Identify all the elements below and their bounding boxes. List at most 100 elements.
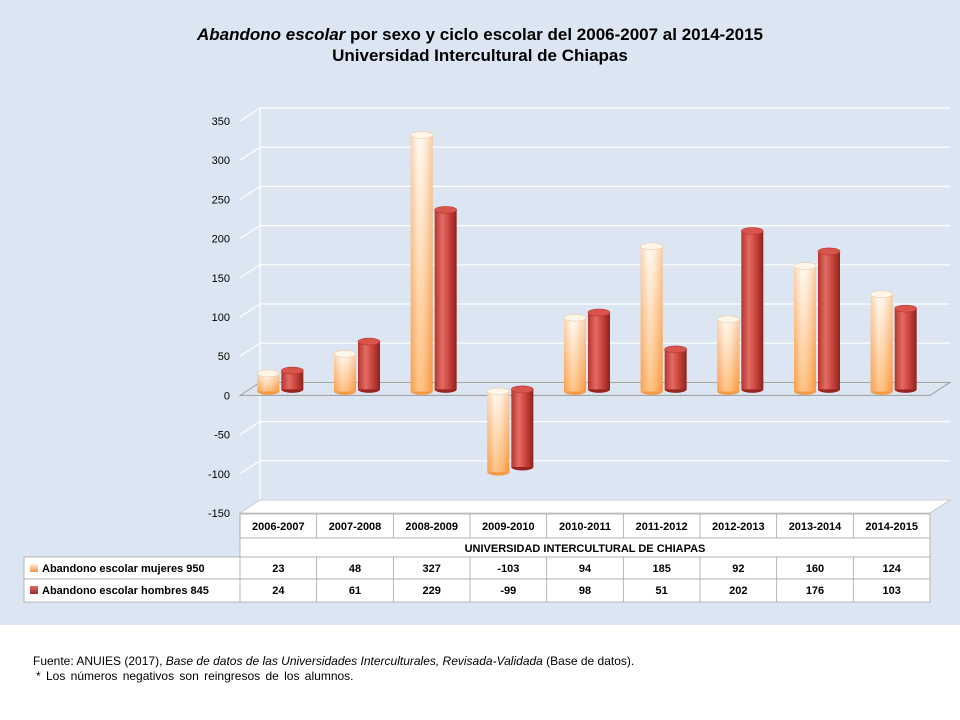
bar-body xyxy=(894,308,917,390)
data-value: 160 xyxy=(806,563,824,575)
bar-hombres-2007-2008 xyxy=(357,337,381,393)
data-value: 202 xyxy=(729,585,747,597)
bar-cap xyxy=(563,313,587,322)
data-value: 124 xyxy=(882,563,901,575)
data-value: 51 xyxy=(656,585,668,597)
bar-hombres-2006-2007 xyxy=(281,366,304,393)
bar-mujeres-2009-2010 xyxy=(487,387,510,476)
title-subtitle: Universidad Intercultural de Chiapas xyxy=(332,46,628,65)
data-value: -103 xyxy=(497,563,519,575)
data-value: 185 xyxy=(652,563,670,575)
bar-body xyxy=(588,312,610,390)
x-tick-label: 2008-2009 xyxy=(405,521,458,533)
bar-body xyxy=(741,231,764,390)
y-tick-label: -150 xyxy=(208,508,230,520)
y-tick-label: 50 xyxy=(218,351,230,363)
bar-cap xyxy=(793,262,817,270)
y-axis-ticks: 350 300 250 200 150 100 50 0 -50 -100 -150 xyxy=(208,116,230,520)
bar-mujeres-2014-2015 xyxy=(870,290,893,395)
bar-shade xyxy=(257,373,280,392)
y-tick-label: -100 xyxy=(208,469,230,481)
bar-cap xyxy=(717,315,740,324)
legend-label: Abandono escolar hombres 845 xyxy=(42,585,209,597)
bar-hombres-2011-2012 xyxy=(664,345,687,393)
bar-cap xyxy=(487,387,510,396)
bar-cap xyxy=(511,385,534,394)
gridline-depth xyxy=(239,342,261,357)
bar-cap xyxy=(281,366,304,375)
x-axis-label: UNIVERSIDAD INTERCULTURAL DE CHIAPAS xyxy=(465,543,706,555)
bar-body xyxy=(281,370,304,390)
y-tick-label: 200 xyxy=(212,234,230,246)
source-suffix: (Base de datos). xyxy=(542,654,635,668)
data-value: 61 xyxy=(349,585,361,597)
y-tick-label: 350 xyxy=(212,116,230,128)
gridline-depth xyxy=(239,225,261,240)
bar-shade xyxy=(794,265,816,392)
bar-cap xyxy=(870,290,893,298)
chart-floor xyxy=(238,499,952,514)
data-value: 23 xyxy=(272,563,284,575)
data-value: 94 xyxy=(579,563,592,575)
bar-body xyxy=(358,341,380,390)
x-tick-label: 2009-2010 xyxy=(482,521,535,533)
bar-cap xyxy=(640,242,663,251)
y-tick-label: 300 xyxy=(212,155,230,167)
source-italic: Base de datos de las Universidades Inter… xyxy=(165,654,543,668)
data-value: 98 xyxy=(579,585,591,597)
bar-cap xyxy=(357,337,381,346)
bar-hombres-2010-2011 xyxy=(587,308,611,393)
bar-mujeres-2007-2008 xyxy=(333,349,357,395)
data-value: 92 xyxy=(732,563,744,575)
bar-cap xyxy=(817,247,841,256)
footnote: * Los números negativos son reingresos d… xyxy=(36,669,354,683)
y-tick-label: 100 xyxy=(212,312,230,324)
source-note: Fuente: ANUIES (2017), Base de datos de … xyxy=(33,653,634,669)
bar-mujeres-2011-2012 xyxy=(640,242,663,395)
chart-title: Abandono escolar por sexo y ciclo escola… xyxy=(0,24,960,66)
bar-chart: 350 300 250 200 150 100 50 0 -50 -100 -150 2006-20… xyxy=(23,107,952,603)
gridline-depth xyxy=(239,264,261,279)
bar-hombres-2009-2010 xyxy=(511,385,534,471)
bar-mujeres-2008-2009 xyxy=(410,131,433,395)
bar-mujeres-2010-2011 xyxy=(563,313,587,395)
y-tick-label: -50 xyxy=(214,430,230,442)
bar-cap xyxy=(664,345,687,354)
bar-mujeres-2006-2007 xyxy=(257,369,280,395)
bar-shade xyxy=(487,391,510,473)
title-rest: por sexo y ciclo escolar del 2006-2007 a… xyxy=(345,25,764,44)
bar-shade xyxy=(410,135,433,392)
bar-shade xyxy=(564,317,586,392)
x-tick-label: 2014-2015 xyxy=(865,521,918,533)
bar-body xyxy=(664,349,687,390)
bar-shade xyxy=(870,294,893,392)
bar-cap xyxy=(410,131,433,139)
zero-plane xyxy=(238,381,952,396)
bar-cap xyxy=(434,206,457,214)
data-value: 176 xyxy=(806,585,824,597)
bar-cap xyxy=(333,349,357,358)
y-tick-label: 0 xyxy=(224,390,230,402)
bar-cap xyxy=(587,308,611,317)
bar-hombres-2008-2009 xyxy=(434,206,457,393)
legend-label: Abandono escolar mujeres 950 xyxy=(42,563,205,575)
x-tick-label: 2012-2013 xyxy=(712,521,765,533)
title-italic: Abandono escolar xyxy=(196,25,346,44)
data-value: 327 xyxy=(422,563,440,575)
bar-body xyxy=(818,251,840,390)
bar-body xyxy=(434,209,457,390)
bar-shade xyxy=(334,353,356,392)
bar-cap xyxy=(894,304,917,313)
bar-body xyxy=(511,389,534,468)
bar-hombres-2013-2014 xyxy=(817,247,841,393)
data-value: 229 xyxy=(422,585,440,597)
data-value: 24 xyxy=(272,585,285,597)
x-tick-label: 2010-2011 xyxy=(559,521,611,533)
data-value: -99 xyxy=(500,585,516,597)
data-value: 48 xyxy=(349,563,361,575)
bar-shade xyxy=(717,319,740,392)
y-tick-label: 250 xyxy=(212,194,230,206)
bar-hombres-2012-2013 xyxy=(741,227,764,393)
data-value: 103 xyxy=(882,585,900,597)
bar-mujeres-2013-2014 xyxy=(793,262,817,395)
